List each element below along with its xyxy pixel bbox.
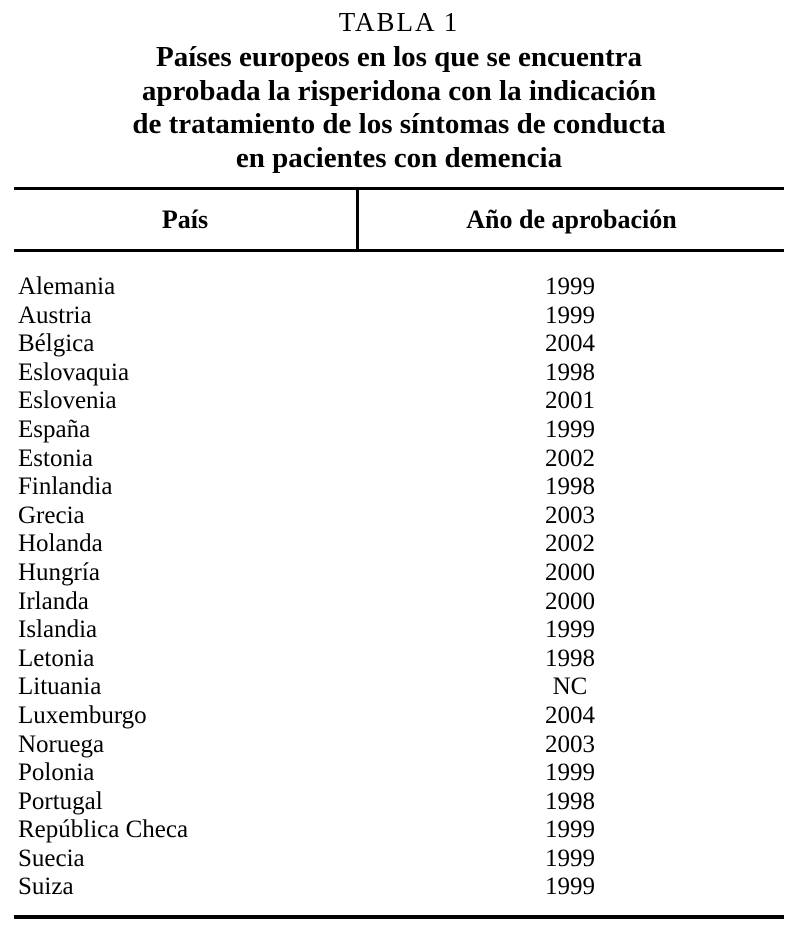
country-cell: Eslovenia [18, 387, 117, 415]
year-cell: 1998 [545, 473, 595, 501]
year-cell: 2002 [545, 444, 595, 472]
table-row: Irlanda 2000 [14, 588, 784, 617]
year-cell: 1999 [545, 301, 595, 329]
table-row: Polonia 1999 [14, 759, 784, 788]
year-cell: 1999 [545, 415, 595, 443]
table-row: Islandia 1999 [14, 616, 784, 645]
table-row: Estonia 2002 [14, 445, 784, 474]
table-row: Eslovenia 2001 [14, 387, 784, 416]
year-cell: 2003 [545, 501, 595, 529]
country-cell: Lituania [18, 673, 102, 701]
table-row: Finlandia 1998 [14, 473, 784, 502]
top-rule [14, 187, 784, 190]
table-title: Países europeos en los que se encuentra … [0, 41, 798, 175]
table-row: Alemania 1999 [14, 273, 784, 302]
table-row: Austria 1999 [14, 302, 784, 331]
country-cell: Hungría [18, 558, 100, 586]
country-cell: Irlanda [18, 587, 89, 615]
country-cell: Islandia [18, 616, 98, 644]
year-cell: 2000 [545, 587, 595, 615]
table-row: Eslovaquia 1998 [14, 359, 784, 388]
year-cell: 2004 [545, 330, 595, 358]
country-cell: Polonia [18, 759, 95, 787]
table-body: Alemania 1999 Austria 1999 Bélgica 2004 … [14, 252, 784, 902]
table-row: Grecia 2003 [14, 502, 784, 531]
table-row: República Checa 1999 [14, 816, 784, 845]
table-row: Holanda 2002 [14, 530, 784, 559]
country-cell: Bélgica [18, 330, 95, 358]
table-title-line: de tratamiento de los síntomas de conduc… [132, 108, 666, 140]
column-header-ano-de-aprobacion: Año de aprobación [466, 204, 677, 234]
table-row: Portugal 1998 [14, 788, 784, 817]
year-cell: 1999 [545, 816, 595, 844]
year-cell: 1999 [545, 273, 595, 300]
year-cell: 2001 [545, 387, 595, 415]
year-cell: 1999 [545, 759, 595, 787]
table-title-line: en pacientes con demencia [235, 141, 563, 174]
country-cell: Estonia [18, 444, 93, 472]
country-cell: Grecia [18, 501, 85, 529]
year-cell: 1998 [545, 358, 595, 386]
year-cell: 2003 [545, 730, 595, 758]
table-row: España 1999 [14, 416, 784, 445]
table-title-line: aprobada la risperidona con la indicació… [141, 74, 657, 107]
table-row: Luxemburgo 2004 [14, 702, 784, 731]
table-label: TABLA 1 [338, 7, 460, 37]
year-cell: 2004 [545, 701, 595, 729]
bottom-rule [14, 915, 784, 920]
country-cell: Suiza [18, 873, 74, 901]
country-cell: Finlandia [18, 473, 113, 501]
country-cell: Portugal [18, 787, 103, 815]
table-header-row: País Año de aprobación [14, 190, 784, 252]
country-cell: Luxemburgo [18, 701, 147, 729]
year-cell: 1999 [545, 844, 595, 872]
country-cell: Letonia [18, 644, 95, 672]
country-cell: Austria [18, 301, 92, 329]
table-row: Suecia 1999 [14, 845, 784, 874]
column-header-pais: País [14, 190, 359, 249]
year-cell: 1999 [545, 616, 595, 644]
country-cell: República Checa [18, 816, 189, 844]
country-cell: España [18, 415, 91, 443]
country-cell: Eslovaquia [18, 358, 130, 386]
table-title-line: Países europeos en los que se encuentra [155, 41, 642, 73]
year-cell: 2000 [545, 558, 595, 586]
year-cell: 1998 [545, 644, 595, 672]
year-cell: NC [552, 673, 588, 701]
year-cell: 2002 [545, 530, 595, 558]
table-row: Hungría 2000 [14, 559, 784, 588]
table-row: Suiza 1999 [14, 873, 784, 902]
year-cell: 1998 [545, 787, 595, 815]
table-row: Bélgica 2004 [14, 330, 784, 359]
country-cell: Noruega [18, 730, 105, 758]
table-row: Lituania NC [14, 673, 784, 702]
country-cell: Holanda [18, 530, 103, 558]
table-row: Letonia 1998 [14, 645, 784, 674]
table-row: Noruega 2003 [14, 731, 784, 760]
country-cell: Suecia [18, 844, 85, 872]
year-cell: 1999 [545, 873, 595, 901]
country-cell: Alemania [18, 273, 116, 300]
